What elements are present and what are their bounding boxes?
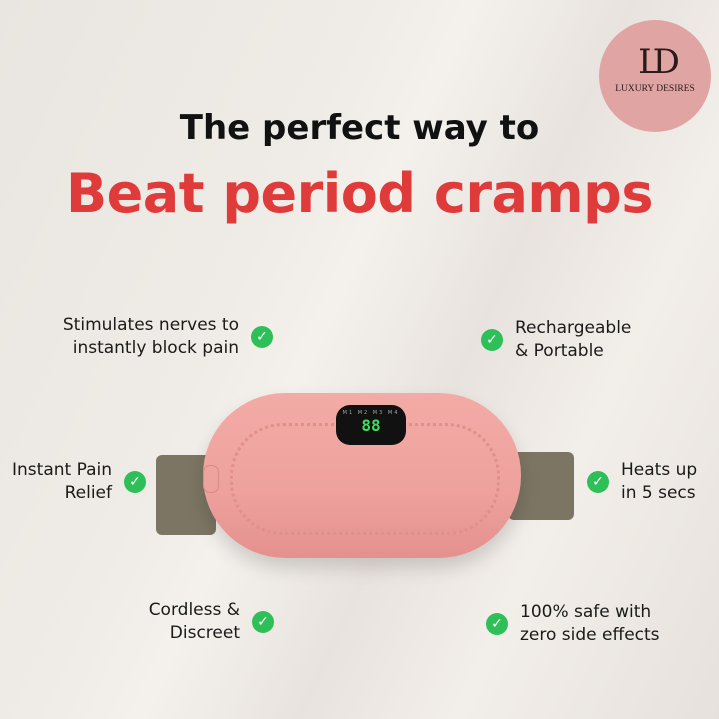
- feature-heats-up: ✓ Heats up in 5 secs: [587, 459, 711, 505]
- check-circle-icon: ✓: [587, 471, 609, 493]
- feature-instant-relief: Instant Pain Relief ✓: [12, 459, 146, 505]
- feature-stimulates-nerves: Stimulates nerves to instantly block pai…: [39, 314, 273, 360]
- feature-cordless: Cordless & Discreet ✓: [130, 599, 274, 645]
- feature-safe: ✓ 100% safe with zero side effects: [486, 601, 680, 647]
- brand-logo: LD LUXURY DESIRES: [599, 20, 711, 132]
- power-button: [203, 465, 219, 493]
- logo-name: LUXURY DESIRES: [615, 84, 695, 94]
- led-display: M1 M2 M3 M4 88: [336, 405, 406, 445]
- logo-monogram: LD: [638, 42, 680, 82]
- check-circle-icon: ✓: [481, 329, 503, 351]
- feature-rechargeable: ✓ Rechargeable & Portable: [481, 317, 640, 363]
- mode-indicators: M1 M2 M3 M4: [342, 410, 400, 416]
- headline-line2: Beat period cramps: [66, 162, 653, 225]
- heating-pad-device: M1 M2 M3 M4 88: [203, 393, 521, 558]
- display-digits: 88: [361, 416, 381, 435]
- check-circle-icon: ✓: [251, 326, 273, 348]
- check-circle-icon: ✓: [486, 613, 508, 635]
- headline-line1: The perfect way to: [179, 108, 540, 148]
- check-circle-icon: ✓: [124, 471, 146, 493]
- check-circle-icon: ✓: [252, 611, 274, 633]
